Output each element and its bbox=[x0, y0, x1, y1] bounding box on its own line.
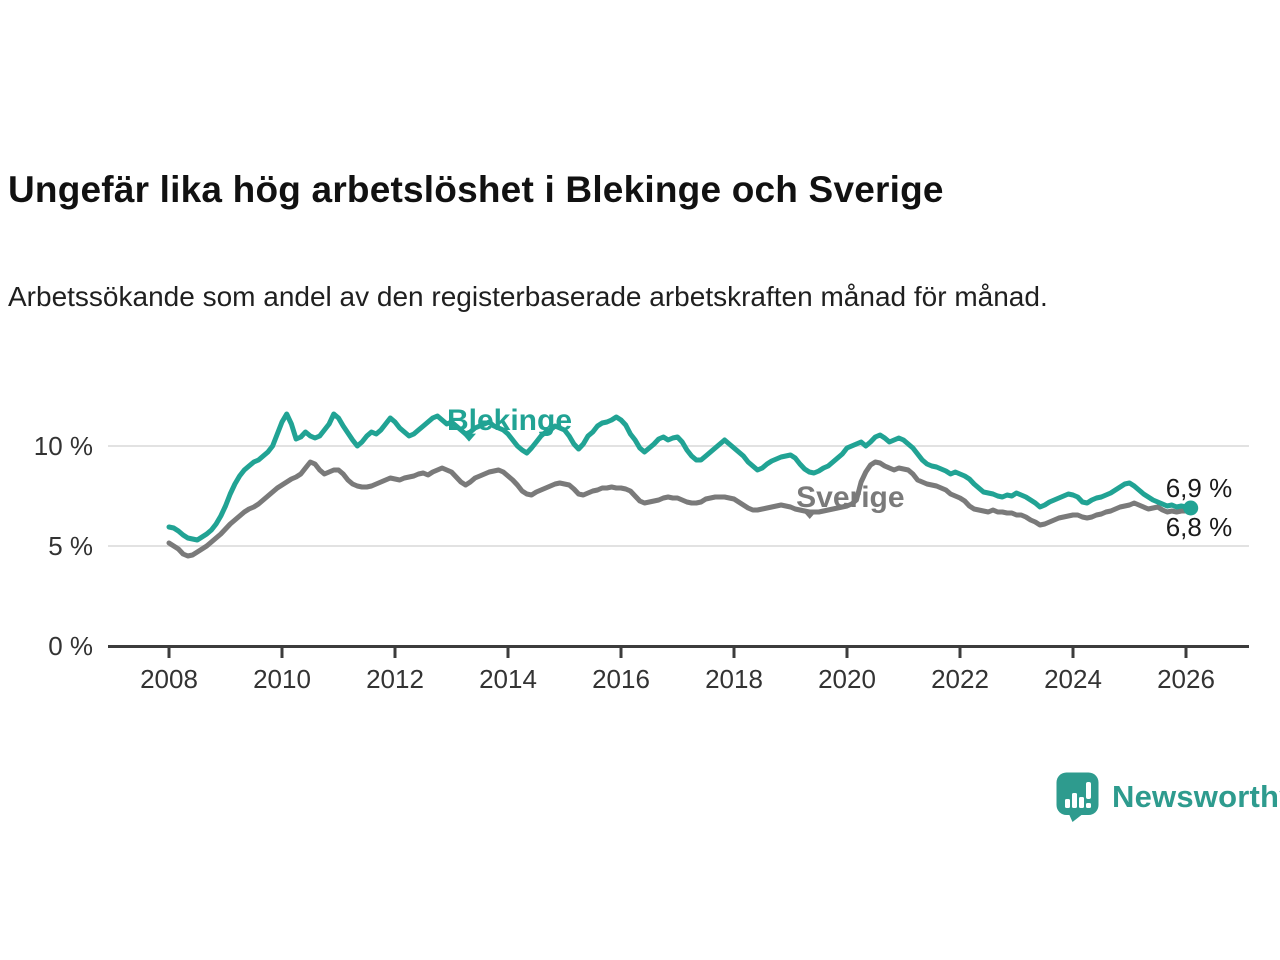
end-value-label-sverige: 6,8 % bbox=[1166, 512, 1233, 542]
series-end-dot-blekinge bbox=[1183, 500, 1199, 516]
x-axis-label-2008: 2008 bbox=[140, 664, 198, 694]
logo-exclamation-bar bbox=[1086, 782, 1091, 799]
logo-bubble bbox=[1056, 772, 1099, 815]
series-line-blekinge bbox=[166, 411, 1194, 543]
newsworthy-logo-text: Newsworthy bbox=[1112, 779, 1280, 814]
chart-title: Ungefär lika hög arbetslöshet i Blekinge… bbox=[8, 168, 944, 210]
logo-bar-2 bbox=[1072, 793, 1077, 808]
logo-exclamation-dot bbox=[1086, 803, 1091, 808]
series-label-pointer-blekinge bbox=[462, 433, 477, 442]
newsworthy-logo-icon bbox=[1056, 772, 1099, 822]
x-axis-label-2016: 2016 bbox=[592, 664, 650, 694]
logo-bar-1 bbox=[1065, 799, 1070, 808]
x-axis-label-2024: 2024 bbox=[1044, 664, 1102, 694]
line-chart: 0 % 5 % 10 % 2008 2010 2012 2014 2016 2018 2020 20… bbox=[34, 404, 1249, 694]
y-axis-label-5: 5 % bbox=[48, 531, 93, 561]
logo-bar-3 bbox=[1079, 797, 1084, 808]
x-axis-label-2012: 2012 bbox=[366, 664, 424, 694]
end-value-label-blekinge: 6,9 % bbox=[1166, 473, 1233, 503]
y-axis-label-10: 10 % bbox=[34, 431, 93, 461]
series-label-blekinge: Blekinge bbox=[447, 404, 572, 437]
x-axis-label-2022: 2022 bbox=[931, 664, 989, 694]
x-axis-label-2010: 2010 bbox=[253, 664, 311, 694]
x-axis-label-2018: 2018 bbox=[705, 664, 763, 694]
logo-bubble-tail bbox=[1068, 813, 1084, 822]
series-label-pointer-sverige bbox=[802, 511, 817, 519]
series-label-sverige: Sverige bbox=[796, 481, 904, 514]
x-axis-label-2026: 2026 bbox=[1157, 664, 1215, 694]
x-axis-label-2020: 2020 bbox=[818, 664, 876, 694]
chart-subtitle: Arbetssökande som andel av den registerb… bbox=[8, 281, 1048, 312]
newsworthy-logo: Newsworthy bbox=[1056, 772, 1280, 822]
x-axis-label-2014: 2014 bbox=[479, 664, 537, 694]
y-axis-label-0: 0 % bbox=[48, 631, 93, 661]
series-line-sverige bbox=[166, 459, 1194, 559]
